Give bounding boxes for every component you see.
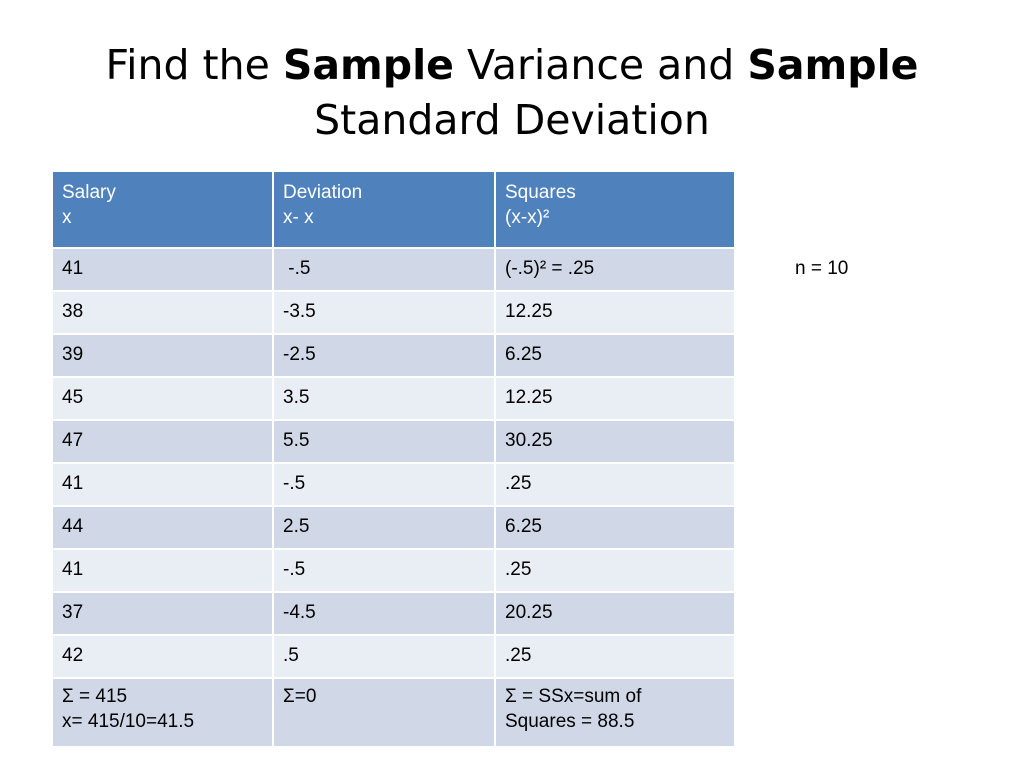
header-label: Salary	[62, 182, 116, 203]
cell-salary: 41	[51, 462, 274, 507]
cell-salary: 44	[51, 505, 274, 550]
sum-formula: Σ = 415	[62, 686, 128, 707]
cell-salary: 39	[51, 333, 274, 378]
table-row: 37 -4.5 20.25	[51, 591, 736, 636]
header-squares: Squares (x-x)²	[494, 170, 736, 249]
title-bold-sample-2: Sample	[747, 41, 919, 89]
cell-deviation: -.5	[272, 548, 496, 593]
mean-formula: x= 415/10=41.5	[62, 711, 195, 732]
cell-square: 6.25	[494, 505, 736, 550]
table-header-row: Salary x Deviation x- x Squares (x-x)²	[51, 170, 736, 249]
cell-salary: 37	[51, 591, 274, 636]
cell-deviation: 2.5	[272, 505, 496, 550]
summary-row: Σ = 415 x= 415/10=41.5 Σ=0 Σ = SSx=sum of…	[51, 677, 736, 748]
header-salary: Salary x	[51, 170, 274, 249]
cell-salary-sum: Σ = 415 x= 415/10=41.5	[51, 677, 274, 748]
cell-deviation: -3.5	[272, 290, 496, 335]
cell-square: 20.25	[494, 591, 736, 636]
cell-deviation: -4.5	[272, 591, 496, 636]
cell-square: .25	[494, 548, 736, 593]
slide-title: Find the Sample Variance and Sample Stand…	[40, 38, 984, 148]
table-row: 39 -2.5 6.25	[51, 333, 736, 378]
cell-square: 12.25	[494, 376, 736, 421]
title-text-2: Variance and	[454, 41, 748, 89]
cell-deviation-sum: Σ=0	[272, 677, 496, 748]
header-sublabel: (x-x)²	[505, 207, 550, 228]
cell-square: 6.25	[494, 333, 736, 378]
sum-formula: Σ = SSx=sum of	[505, 686, 642, 707]
header-deviation: Deviation x- x	[272, 170, 496, 249]
table-row: 41 -.5 (-.5)² = .25	[51, 247, 736, 292]
cell-salary: 41	[51, 548, 274, 593]
cell-deviation: -.5	[272, 462, 496, 507]
table-row: 38 -3.5 12.25	[51, 290, 736, 335]
cell-salary: 38	[51, 290, 274, 335]
table-row: 41 -.5 .25	[51, 548, 736, 593]
cell-salary: 41	[51, 247, 274, 292]
cell-deviation: -.5	[272, 247, 496, 292]
cell-salary: 45	[51, 376, 274, 421]
table-row: 41 -.5 .25	[51, 462, 736, 507]
header-sublabel: x	[62, 207, 72, 228]
cell-square: .25	[494, 634, 736, 679]
cell-deviation: .5	[272, 634, 496, 679]
table-row: 44 2.5 6.25	[51, 505, 736, 550]
cell-square: 12.25	[494, 290, 736, 335]
table-row: 42 .5 .25	[51, 634, 736, 679]
header-sublabel: x- x	[283, 207, 314, 228]
sum-formula: Σ=0	[283, 686, 317, 707]
cell-deviation: 3.5	[272, 376, 496, 421]
title-text-3: Standard Deviation	[314, 96, 710, 144]
title-text-1: Find the	[105, 41, 283, 89]
header-label: Squares	[505, 182, 576, 203]
cell-deviation: 5.5	[272, 419, 496, 464]
cell-salary: 47	[51, 419, 274, 464]
variance-table: Salary x Deviation x- x Squares (x-x)² 41 -…	[51, 170, 736, 748]
sample-size-note: n = 10	[795, 258, 849, 279]
table-row: 47 5.5 30.25	[51, 419, 736, 464]
cell-square: .25	[494, 462, 736, 507]
cell-square: (-.5)² = .25	[494, 247, 736, 292]
cell-square: 30.25	[494, 419, 736, 464]
cell-salary: 42	[51, 634, 274, 679]
cell-deviation: -2.5	[272, 333, 496, 378]
table-row: 45 3.5 12.25	[51, 376, 736, 421]
header-label: Deviation	[283, 182, 363, 203]
cell-squares-sum: Σ = SSx=sum of Squares = 88.5	[494, 677, 736, 748]
title-bold-sample-1: Sample	[282, 41, 454, 89]
sum-formula-continued: Squares = 88.5	[505, 711, 635, 732]
